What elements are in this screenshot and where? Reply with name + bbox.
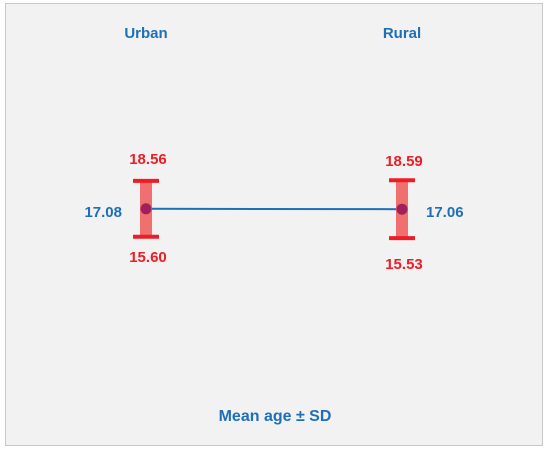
- x-axis-label: Mean age ± SD: [219, 408, 332, 425]
- mean-point-urban: [140, 203, 152, 215]
- mean-label-rural: 17.06: [426, 204, 464, 221]
- value-labels: 18.56 18.59 15.60 15.53 17.08 17.06: [84, 151, 463, 273]
- chart-marks: [133, 178, 415, 241]
- upper-label-urban: 18.56: [129, 151, 167, 168]
- mean-label-urban: 17.08: [84, 204, 122, 221]
- chart-panel: Urban Rural 18.56 18.59 15.60 15.53 17.0…: [5, 3, 543, 446]
- lower-label-rural: 15.53: [385, 256, 423, 273]
- category-label-urban: Urban: [124, 25, 167, 42]
- chart-svg: Urban Rural 18.56 18.59 15.60 15.53 17.0…: [84, 25, 463, 425]
- mean-point-rural: [396, 203, 408, 215]
- upper-label-rural: 18.59: [385, 153, 423, 170]
- lower-label-urban: 15.60: [129, 249, 167, 266]
- category-labels: Urban Rural: [124, 25, 421, 42]
- category-label-rural: Rural: [383, 25, 421, 42]
